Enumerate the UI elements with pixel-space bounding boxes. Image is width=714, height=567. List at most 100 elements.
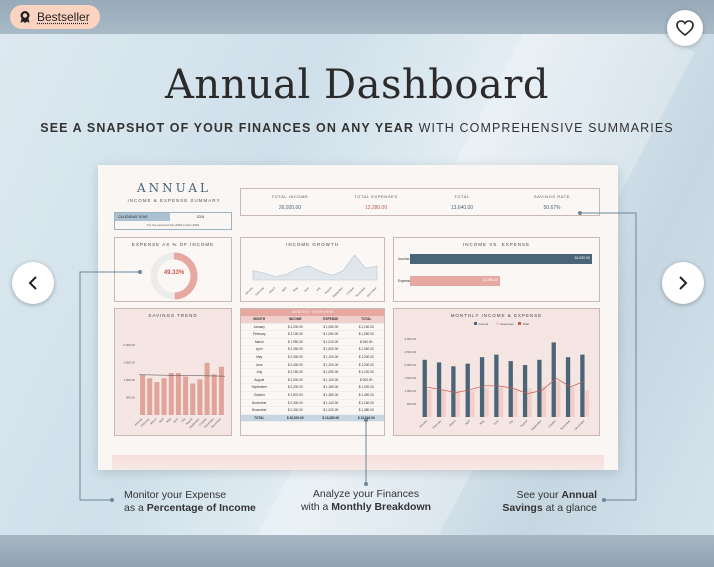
callout-bold: Annual [561, 489, 597, 501]
top-bar [0, 0, 714, 34]
table-cell: $ 1,200.00 [358, 354, 374, 359]
savings-bar [183, 376, 189, 415]
income-growth-area [252, 254, 378, 281]
favorite-button[interactable] [667, 10, 703, 46]
savings-bar [190, 383, 196, 415]
table-row: February $ 2,100.00 $ 1,050.00 $ 1,050.00 [241, 331, 384, 339]
summary-total-income: TOTAL INCOME 26,920.00 [245, 194, 335, 211]
savings-y-tick: 2,000.00 [123, 343, 135, 347]
table-cell: $ 1,180.00 [323, 385, 339, 390]
savings-bar [140, 374, 146, 415]
dashboard-heading: ANNUAL [136, 181, 212, 195]
growth-x-label: October [345, 286, 355, 296]
growth-x-label: June [303, 286, 310, 293]
bottom-bar [0, 535, 714, 567]
monthly-income-expense-panel: MONTHLY INCOME & EXPENSE 3,000.00 2,500.0… [393, 308, 600, 436]
expense-donut-arc [150, 252, 198, 300]
expense-bar [541, 386, 547, 417]
heart-icon [676, 20, 694, 36]
expense-donut: 49.33% [149, 251, 199, 301]
growth-x-label: December [366, 286, 378, 298]
savings-x-label: July [180, 416, 187, 423]
subtitle-normal: WITH COMPREHENSIVE SUMMARIES [418, 121, 674, 135]
table-cell: $ 13,640.00 [357, 415, 375, 420]
award-icon [20, 11, 30, 23]
table-cell: $ 1,200.00 [323, 362, 339, 367]
callout-line: Monitor your Expense [124, 489, 227, 501]
expense-percent-panel: EXPENSE AS % OF INCOME 49.33% [114, 237, 232, 302]
summary-savings-rate: SAVINGS RATE 50.67% [507, 194, 597, 211]
income-growth-panel: INCOME GROWTH January February March April M… [240, 237, 385, 302]
table-header-row: MONTH INCOME EXPENSE TOTAL [241, 316, 384, 324]
monthly-y-tick: 1,500.00 [404, 376, 416, 380]
summary-value: 13,280.00 [364, 205, 388, 211]
callout-bold: Percentage of Income [146, 502, 256, 514]
table-cell: $ 940.00 [360, 339, 373, 344]
income-bar [522, 365, 528, 417]
table-cell: $ 1,160.00 [358, 400, 374, 405]
growth-x-label: March [268, 286, 277, 295]
summary-value: 50.67% [543, 205, 561, 211]
growth-x-label: May [292, 285, 299, 292]
income-bar [537, 359, 542, 417]
bestseller-badge[interactable]: Bestseller [10, 5, 100, 29]
table-cell: $ 900.00 [360, 377, 373, 382]
monthly-x-label: March [448, 419, 457, 428]
monthly-table-band: MONTHLY OVERVIEW [241, 309, 384, 316]
summary-total-expenses: TOTAL EXPENSES 13,280.00 [331, 194, 421, 211]
calendar-year-box: CALENDAR YEAR 2024 For the period of Jan… [114, 212, 232, 230]
savings-x-label: June [172, 417, 179, 424]
savings-bar [161, 378, 167, 415]
monthly-x-label: December [574, 419, 586, 431]
panel-title: INCOME VS. EXPENSE [462, 242, 530, 247]
expense-bar [470, 391, 475, 417]
expense-bar [556, 381, 561, 417]
panel-title: EXPENSE AS % OF INCOME [131, 242, 215, 247]
table-cell: $ 1,020.00 [358, 385, 374, 390]
savings-x-label: March [149, 417, 158, 426]
next-image-button[interactable] [662, 262, 704, 304]
callout-line: Savings at a glance [480, 502, 597, 515]
table-header: TOTAL [361, 317, 372, 321]
dashboard-subheading: INCOME & EXPENSE SUMMARY [127, 198, 221, 203]
table-cell: $ 1,050.00 [323, 332, 339, 337]
monthly-y-tick: 3,000.00 [404, 337, 416, 341]
table-cell: $ 1,050.00 [323, 370, 339, 375]
savings-y-tick: 1,000.00 [123, 378, 135, 382]
table-cell: $ 1,150.00 [358, 324, 374, 329]
expense-bar [570, 387, 575, 417]
image-subtitle: SEE A SNAPSHOT OF YOUR FINANCES ON ANY Y… [0, 121, 714, 135]
table-cell: $ 1,050.00 [358, 332, 374, 337]
expense-bar [527, 388, 532, 417]
monthly-x-label: January [418, 418, 428, 428]
table-row: March $ 1,950.00 $ 1,010.00 $ 940.00 [241, 339, 384, 347]
expense-bar [427, 389, 432, 417]
table-cell: $ 1,100.00 [323, 354, 339, 359]
table-row: December $ 2,400.00 $ 1,020.00 $ 1,380.00 [241, 407, 384, 415]
summary-label: TOTAL [454, 194, 470, 199]
table-cell: $ 1,020.00 [323, 408, 339, 413]
table-cell: November [251, 400, 267, 405]
table-cell: September [251, 385, 268, 390]
summary-value: 26,920.00 [278, 205, 302, 211]
summary-total: TOTAL 13,640.00 [417, 194, 507, 211]
panel-title: INCOME GROWTH [286, 242, 339, 247]
expense-bar [513, 389, 518, 417]
calendar-value: 2024 [196, 215, 205, 219]
callout-pre: as a [124, 502, 144, 514]
sheet-footer-band [112, 455, 604, 470]
table-row: May $ 2,300.00 $ 1,100.00 $ 1,200.00 [241, 354, 384, 362]
table-cell: $ 1,490.00 [358, 392, 374, 397]
savings-trend-line [138, 374, 226, 377]
previous-image-button[interactable] [12, 262, 54, 304]
monthly-y-tick: 1,000.00 [404, 389, 416, 393]
expense-bar [455, 390, 461, 417]
table-cell: $ 1,380.00 [358, 408, 374, 413]
calendar-note: For the period of Jan 2024 to Dec 2024 [146, 223, 200, 227]
expense-bar-label: Expense [398, 279, 412, 283]
chevron-right-icon [679, 276, 688, 290]
savings-bar [154, 382, 160, 415]
expense-percent-value: 49.33% [163, 270, 185, 276]
savings-x-label: December [210, 417, 222, 429]
table-cell: $ 1,010.00 [323, 339, 339, 344]
